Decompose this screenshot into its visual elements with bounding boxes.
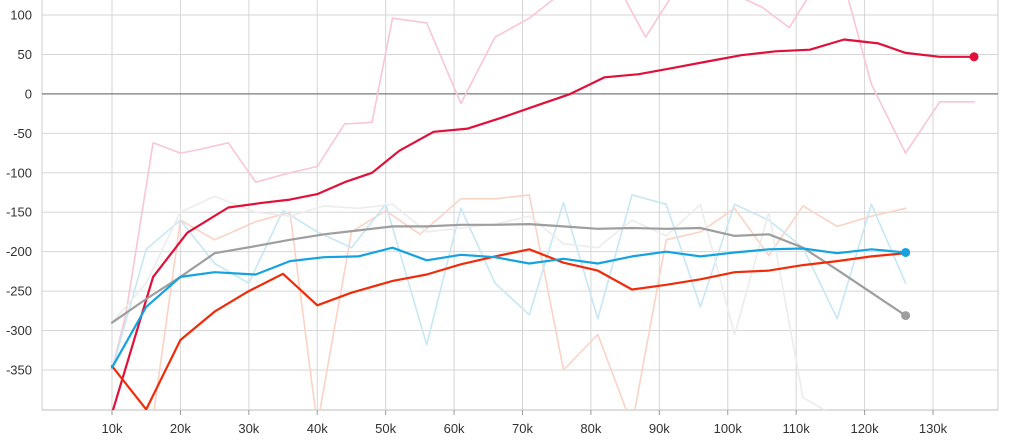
y-tick-label: 50	[18, 47, 32, 62]
smoothed-series-line-4	[111, 38, 976, 410]
x-tick-label: 80k	[580, 421, 601, 436]
raw-series-line-0	[111, 0, 975, 371]
grid	[41, 0, 999, 415]
y-tick-label: -50	[13, 126, 32, 141]
y-tick-label: -100	[6, 165, 32, 180]
series-group	[110, 0, 976, 410]
x-tick-label: 10k	[102, 421, 123, 436]
x-tick-label: 30k	[238, 421, 259, 436]
x-tick-label: 120k	[850, 421, 879, 436]
raw-series-line-3	[111, 195, 827, 410]
smoothed-series-line-5	[110, 223, 907, 324]
series-end-marker-0	[969, 52, 979, 62]
y-tick-label: -350	[6, 363, 32, 378]
smoothed-series-line-6	[110, 248, 907, 410]
series-end-marker-2	[901, 311, 911, 321]
y-tick-label: -250	[6, 284, 32, 299]
x-axis-labels: 10k 20k 30k 40k 50k 60k 70k 80k 90k 100k 110k 120k 1…	[102, 421, 948, 436]
x-tick-label: 60k	[444, 421, 465, 436]
smoothed-series-line-7	[110, 246, 907, 369]
y-tick-label: -150	[6, 205, 32, 220]
end-markers	[901, 52, 979, 321]
x-tick-label: 90k	[649, 421, 670, 436]
y-tick-label: 100	[10, 8, 32, 23]
x-tick-label: 50k	[375, 421, 396, 436]
x-tick-label: 70k	[512, 421, 533, 436]
x-tick-label: 110k	[783, 421, 811, 436]
y-tick-label: -300	[6, 323, 32, 338]
x-tick-label: 100k	[714, 421, 743, 436]
x-tick-label: 20k	[170, 421, 191, 436]
series-end-marker-1	[901, 247, 911, 257]
raw-series-line-2	[111, 194, 907, 371]
y-tick-label: -200	[6, 244, 32, 259]
x-tick-label: 40k	[307, 421, 328, 436]
y-axis-labels: 100 50 0 -50 -100 -150 -200 -250 -300 -350	[6, 8, 32, 378]
y-tick-label: 0	[25, 86, 32, 101]
x-tick-label: 130k	[919, 421, 948, 436]
